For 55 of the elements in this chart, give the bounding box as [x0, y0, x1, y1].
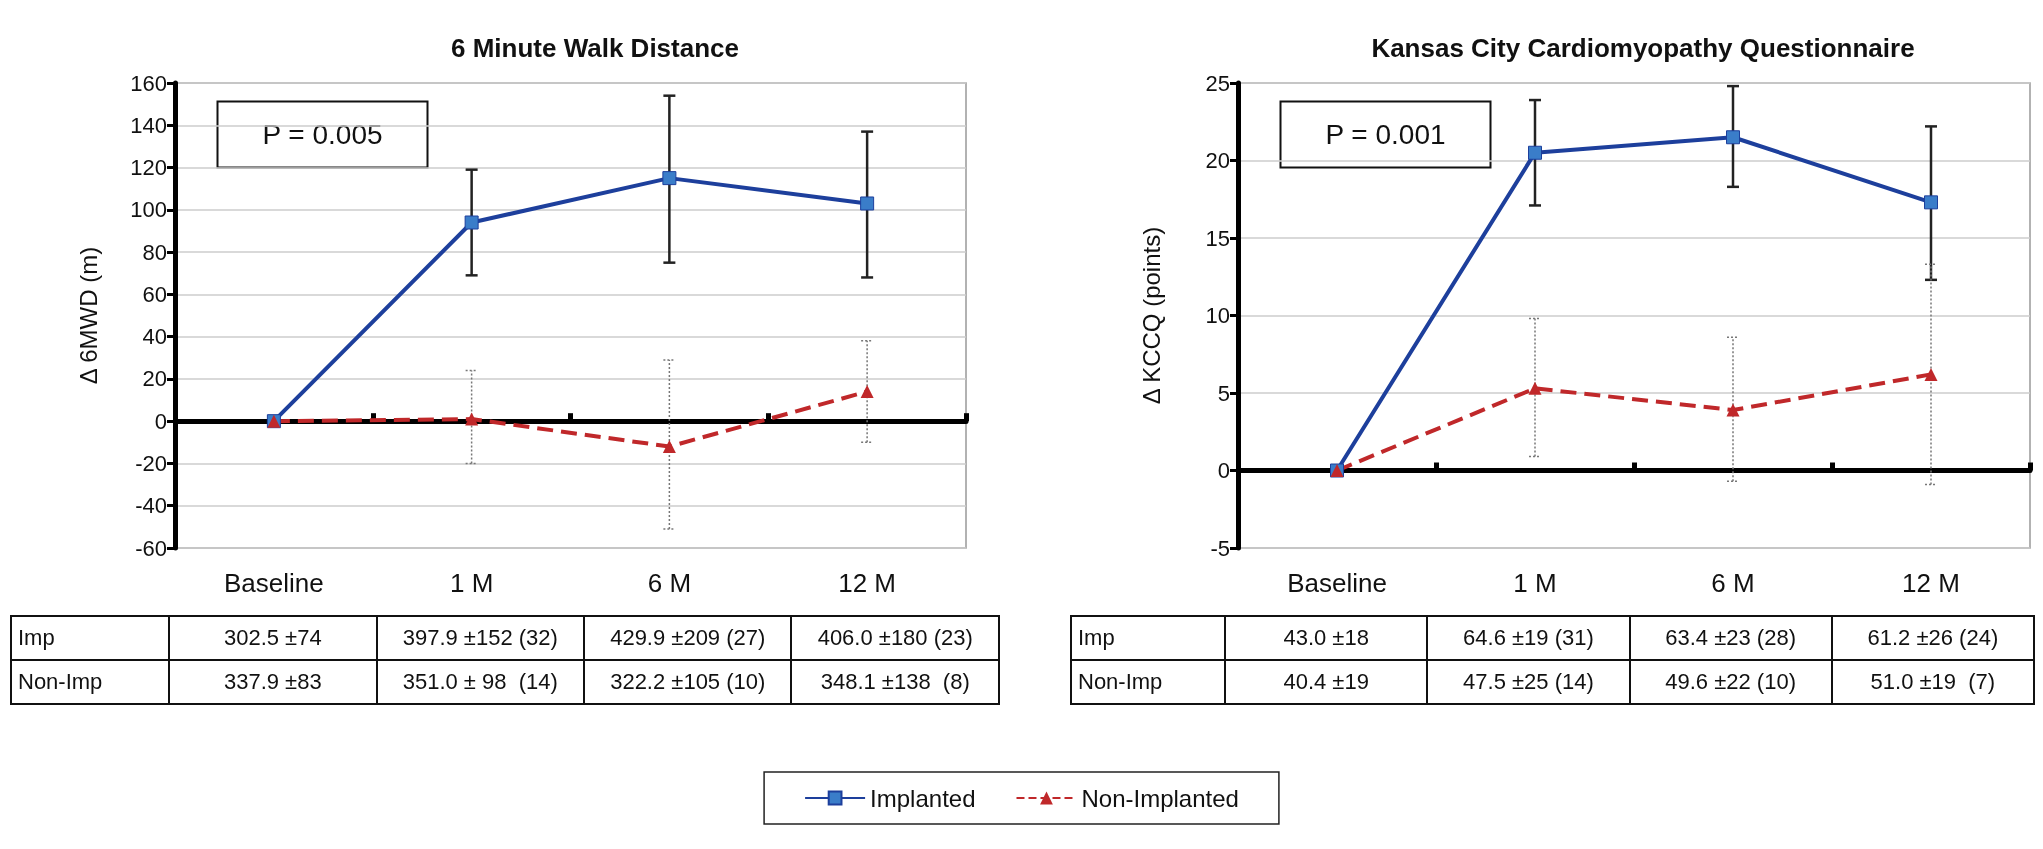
text: 302.5 ±74 [169, 616, 377, 660]
text: 337.9 ±83 [169, 660, 377, 704]
y-tick-label: 100 [130, 197, 167, 223]
text: 63.4 ±23 (28) [1629, 616, 1832, 660]
x-tick-label: 12 M [1902, 568, 1960, 598]
y-tick-label: -40 [135, 493, 167, 519]
y-tick-label: 10 [1205, 303, 1230, 328]
text: 51.0 ±19 (7) [1831, 660, 2034, 704]
legend-label: Implanted [870, 784, 976, 812]
text: Imp [11, 616, 170, 660]
text: 351.0 ± 98 (14) [376, 660, 585, 704]
text: 47.5 ±25 (14) [1427, 660, 1630, 704]
y-tick-label: 60 [142, 281, 167, 307]
y-tick-label: 5 [1217, 380, 1230, 406]
text: Non-Imp [11, 660, 170, 704]
y-tick-label: 20 [1205, 148, 1230, 173]
text: Non-Imp [1071, 660, 1226, 704]
text: 43.0 ±18 [1225, 616, 1428, 660]
x-tick-label: 6 M [1711, 568, 1755, 598]
x-tick-label: Baseline [224, 568, 324, 598]
chart-title: 6 Minute Walk Distance [451, 33, 739, 63]
chart-title: Kansas City Cardiomyopathy Questionnaire [1371, 33, 1915, 63]
y-tick-label: 0 [154, 408, 167, 434]
text: 406.0 ±180 (23) [791, 616, 999, 660]
text: 322.2 ±105 (10) [584, 660, 792, 704]
y-tick-label: 120 [130, 155, 167, 181]
annotation: P = 0.001 [1325, 119, 1446, 150]
y-tick-label: 160 [130, 70, 167, 96]
x-tick-label: 1 M [1513, 568, 1557, 598]
x-tick-label: 6 M [647, 568, 692, 598]
text: 61.2 ±26 (24) [1831, 616, 2034, 660]
y-axis-title: Δ 6MWD (m) [74, 246, 102, 385]
y-tick-label: 0 [1217, 458, 1230, 483]
y-axis-title: Δ KCCQ (points) [1137, 226, 1165, 405]
y-tick-label: -60 [135, 535, 167, 561]
text: 397.9 ±152 (32) [376, 616, 585, 660]
text: 40.4 ±19 [1225, 660, 1428, 704]
text: 64.6 ±19 (31) [1427, 616, 1630, 660]
legend-label: Non-Implanted [1081, 784, 1239, 812]
x-tick-label: Baseline [1287, 568, 1387, 598]
text: Imp [1071, 616, 1226, 660]
y-tick-label: -5 [1210, 535, 1230, 561]
y-tick-label: 140 [130, 112, 167, 138]
y-tick-label: 20 [142, 366, 167, 392]
x-tick-label: 1 M [449, 568, 494, 598]
y-tick-label: 80 [142, 239, 167, 265]
y-tick-label: 25 [1205, 70, 1230, 96]
annotation: P = 0.005 [262, 119, 383, 150]
text: 348.1 ±138 (8) [791, 660, 999, 704]
text: 429.9 ±209 (27) [584, 616, 792, 660]
y-tick-label: -20 [135, 450, 167, 476]
y-tick-label: 40 [142, 324, 167, 350]
x-tick-label: 12 M [838, 568, 897, 598]
text: 49.6 ±22 (10) [1629, 660, 1832, 704]
y-tick-label: 15 [1205, 225, 1230, 251]
